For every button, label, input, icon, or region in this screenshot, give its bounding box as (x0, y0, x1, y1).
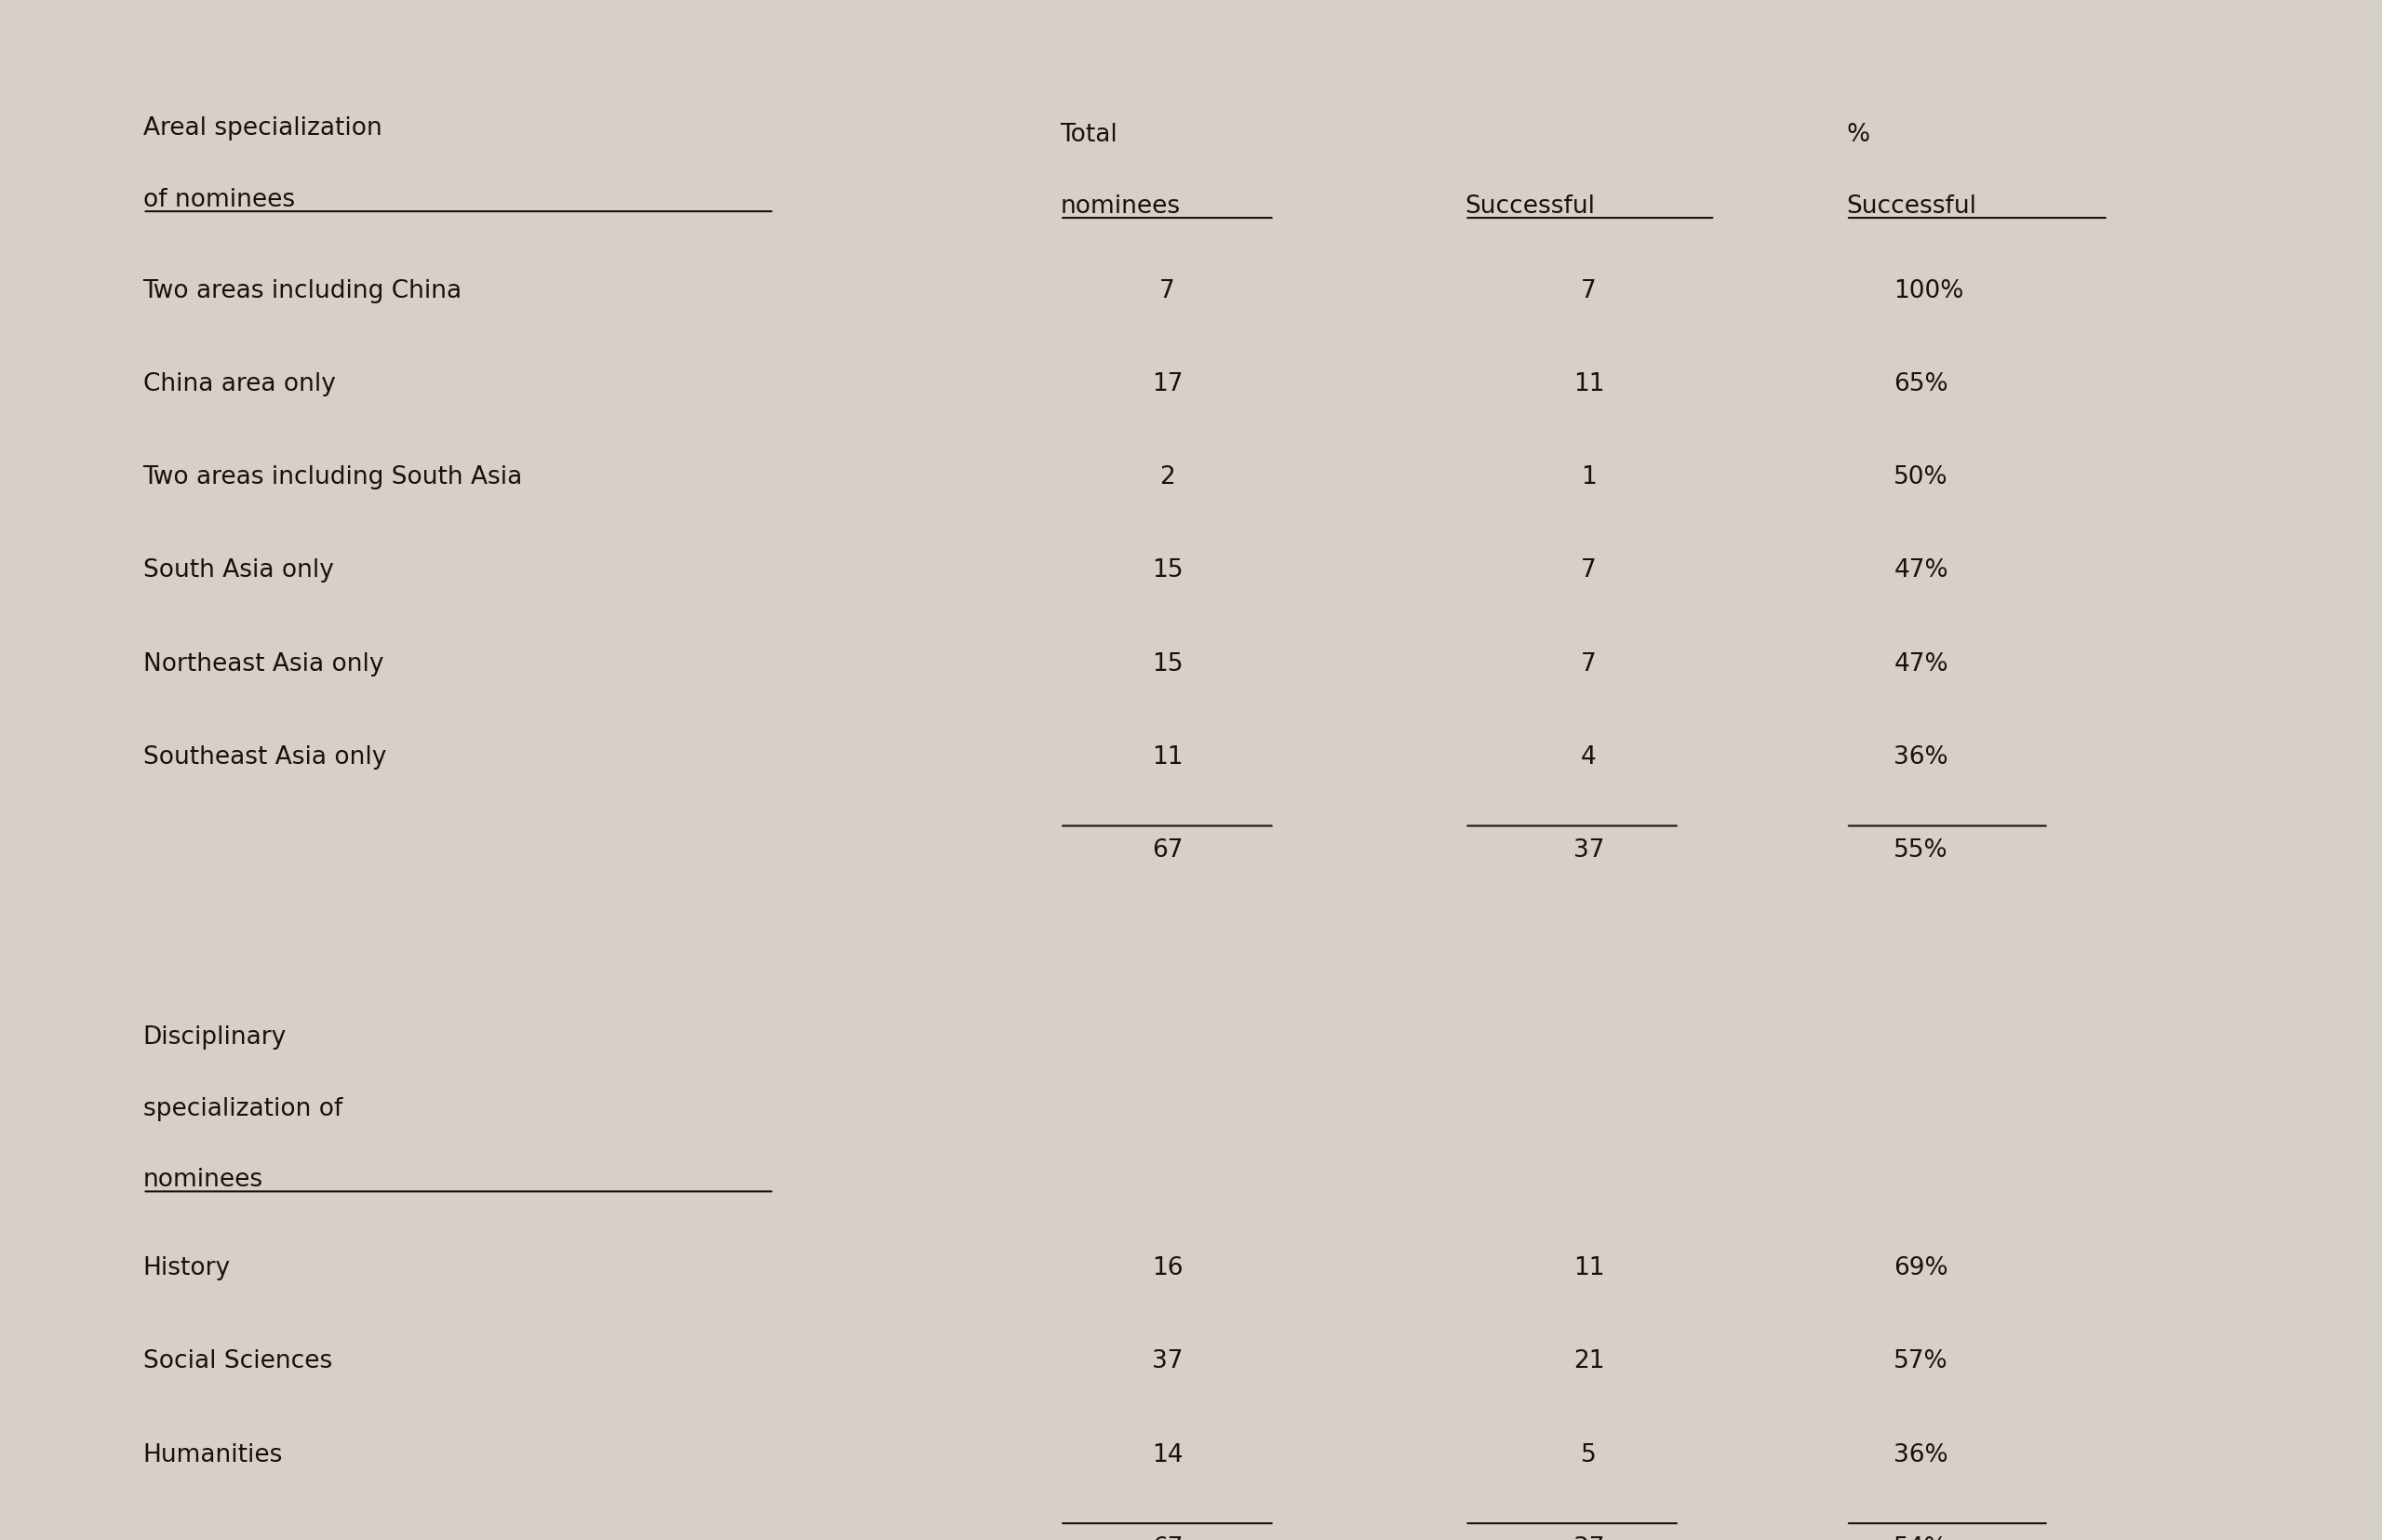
Text: 16: 16 (1151, 1257, 1184, 1280)
Text: 67: 67 (1151, 1537, 1184, 1540)
Text: Southeast Asia only: Southeast Asia only (143, 745, 386, 770)
Text: 11: 11 (1572, 1257, 1605, 1280)
Text: 65%: 65% (1894, 373, 1948, 396)
Text: 47%: 47% (1894, 559, 1948, 584)
Text: 7: 7 (1160, 279, 1174, 303)
Text: 37: 37 (1572, 1537, 1605, 1540)
Text: 7: 7 (1582, 559, 1596, 584)
Text: 21: 21 (1572, 1349, 1605, 1374)
Text: Northeast Asia only: Northeast Asia only (143, 651, 384, 676)
Text: 1: 1 (1582, 465, 1596, 490)
Text: 37: 37 (1572, 839, 1605, 862)
Text: Disciplinary: Disciplinary (143, 1026, 286, 1050)
Text: 50%: 50% (1894, 465, 1948, 490)
Text: History: History (143, 1257, 231, 1280)
Text: 15: 15 (1151, 559, 1184, 584)
Text: 15: 15 (1151, 651, 1184, 676)
Text: 7: 7 (1582, 651, 1596, 676)
Text: nominees: nominees (1060, 194, 1179, 219)
Text: South Asia only: South Asia only (143, 559, 333, 584)
Text: 36%: 36% (1894, 745, 1948, 770)
Text: Two areas including South Asia: Two areas including South Asia (143, 465, 522, 490)
Text: specialization of: specialization of (143, 1096, 343, 1121)
Text: 55%: 55% (1894, 839, 1948, 862)
Text: Areal specialization: Areal specialization (143, 117, 381, 140)
Text: 67: 67 (1151, 839, 1184, 862)
Text: 17: 17 (1151, 373, 1184, 396)
Text: 54%: 54% (1894, 1537, 1948, 1540)
Text: Social Sciences: Social Sciences (143, 1349, 331, 1374)
Text: 36%: 36% (1894, 1443, 1948, 1468)
Text: nominees: nominees (143, 1167, 262, 1192)
Text: 47%: 47% (1894, 651, 1948, 676)
Text: 69%: 69% (1894, 1257, 1948, 1280)
Text: Total: Total (1060, 123, 1117, 148)
Text: Two areas including China: Two areas including China (143, 279, 462, 303)
Text: 2: 2 (1160, 465, 1174, 490)
Text: 7: 7 (1582, 279, 1596, 303)
Text: Successful: Successful (1465, 194, 1596, 219)
Text: 4: 4 (1582, 745, 1596, 770)
Text: 14: 14 (1151, 1443, 1184, 1468)
Text: 57%: 57% (1894, 1349, 1948, 1374)
Text: 11: 11 (1572, 373, 1605, 396)
Text: 5: 5 (1582, 1443, 1596, 1468)
Text: 100%: 100% (1894, 279, 1963, 303)
Text: 11: 11 (1151, 745, 1184, 770)
Text: %: % (1846, 123, 1870, 148)
Text: 37: 37 (1151, 1349, 1184, 1374)
Text: of nominees: of nominees (143, 188, 295, 213)
Text: Successful: Successful (1846, 194, 1977, 219)
Text: Humanities: Humanities (143, 1443, 283, 1468)
Text: China area only: China area only (143, 373, 336, 396)
